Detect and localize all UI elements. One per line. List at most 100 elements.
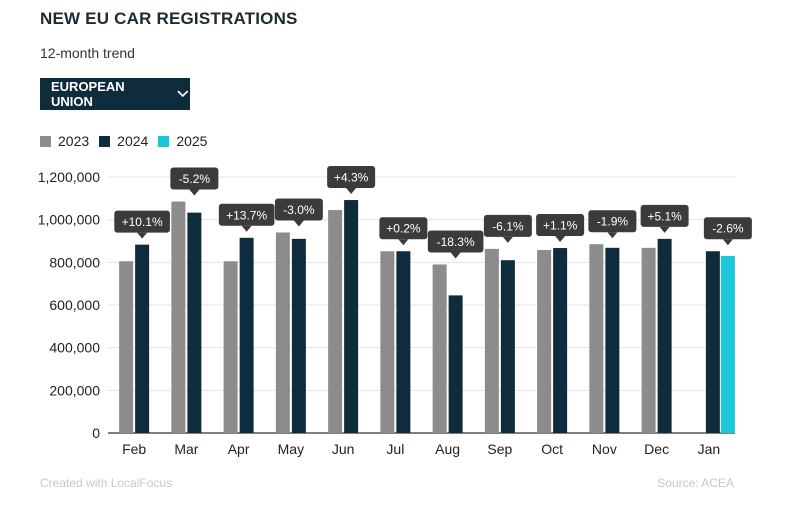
change-label-text: -18.3% xyxy=(437,235,475,249)
legend-item-2023[interactable]: 2023 xyxy=(40,133,89,149)
bar-dec-2023 xyxy=(641,247,656,433)
change-label-pointer xyxy=(346,188,357,195)
change-label-text: -3.0% xyxy=(283,203,315,217)
change-label-box xyxy=(427,230,484,253)
change-label-pointer xyxy=(659,226,670,233)
bar-jan-2024 xyxy=(705,251,720,433)
x-tick-label: Jan xyxy=(698,441,721,457)
region-dropdown-label: EUROPEAN UNION xyxy=(51,79,125,109)
bar-may-2024 xyxy=(291,238,306,433)
change-label-box xyxy=(588,210,637,233)
x-tick-label: May xyxy=(278,441,304,457)
change-label-may: -3.0% xyxy=(274,198,323,227)
change-label-text: +4.3% xyxy=(334,171,369,185)
change-label-box xyxy=(218,203,275,226)
bar-feb-2023 xyxy=(119,261,134,433)
change-label-jan: -2.6% xyxy=(703,217,752,246)
bar-feb-2024 xyxy=(135,244,150,433)
y-tick-label: 1,200,000 xyxy=(38,169,100,185)
legend-swatch-2025 xyxy=(158,135,170,147)
change-label-pointer xyxy=(137,232,148,239)
x-tick-label: Jul xyxy=(386,441,404,457)
bar-mar-2024 xyxy=(187,212,202,433)
change-label-text: -1.9% xyxy=(597,215,629,229)
change-label-pointer xyxy=(555,236,566,243)
legend-swatch-2023 xyxy=(40,135,51,147)
change-label-box xyxy=(170,167,219,190)
change-label-pointer xyxy=(722,239,733,246)
region-dropdown[interactable]: EUROPEAN UNION xyxy=(40,78,190,110)
change-label-text: +1.1% xyxy=(543,219,578,233)
bar-sep-2023 xyxy=(484,248,499,433)
chevron-down-icon xyxy=(177,90,189,98)
bar-aug-2024 xyxy=(448,295,463,433)
change-label-box xyxy=(327,166,376,189)
change-label-mar: -5.2% xyxy=(170,167,219,196)
change-label-nov: -1.9% xyxy=(588,210,637,239)
legend-label-2023: 2023 xyxy=(58,133,90,149)
bar-jul-2023 xyxy=(380,251,395,433)
bar-oct-2024 xyxy=(553,248,568,433)
change-label-box xyxy=(274,198,323,221)
change-label-jun: +4.3% xyxy=(327,166,376,195)
change-label-text: -5.2% xyxy=(179,172,211,186)
source-text: Source: ACEA xyxy=(657,476,734,490)
x-tick-label: Jun xyxy=(332,441,355,457)
bar-dec-2024 xyxy=(657,238,672,433)
bar-jan-2025 xyxy=(720,255,735,433)
chart-title: NEW EU CAR REGISTRATIONS xyxy=(40,9,298,28)
bar-nov-2024 xyxy=(605,247,620,433)
bar-sep-2024 xyxy=(500,260,515,433)
bar-apr-2023 xyxy=(223,261,238,433)
bar-jul-2024 xyxy=(396,251,411,433)
change-label-pointer xyxy=(293,220,304,227)
bar-oct-2023 xyxy=(537,249,552,433)
change-label-box xyxy=(703,217,752,240)
x-tick-label: Nov xyxy=(592,441,617,457)
y-tick-label: 0 xyxy=(92,425,100,441)
change-label-box xyxy=(114,210,170,233)
change-label-pointer xyxy=(607,232,618,239)
y-tick-label: 200,000 xyxy=(49,382,100,398)
change-label-box xyxy=(483,214,532,237)
change-label-box xyxy=(536,214,585,237)
x-tick-label: Mar xyxy=(174,441,198,457)
change-label-text: +0.2% xyxy=(386,222,421,236)
bar-jun-2023 xyxy=(328,210,343,433)
change-label-oct: +1.1% xyxy=(536,214,585,243)
change-label-box xyxy=(379,217,428,240)
credit-text: Created with LocalFocus xyxy=(40,476,173,490)
change-label-jul: +0.2% xyxy=(379,217,428,246)
chart-legend: 2023 2024 2025 xyxy=(40,133,217,149)
x-tick-label: Feb xyxy=(122,441,146,457)
x-tick-label: Oct xyxy=(541,441,563,457)
legend-item-2024[interactable]: 2024 xyxy=(99,133,148,149)
y-tick-label: 800,000 xyxy=(49,254,100,270)
legend-label-2024: 2024 xyxy=(117,133,149,149)
change-label-text: +5.1% xyxy=(647,209,682,223)
x-tick-label: Apr xyxy=(228,441,250,457)
y-tick-label: 1,000,000 xyxy=(38,212,100,228)
bar-mar-2023 xyxy=(171,201,186,433)
change-label-pointer xyxy=(398,239,409,246)
bar-apr-2024 xyxy=(239,237,254,433)
y-tick-label: 400,000 xyxy=(49,340,100,356)
x-tick-label: Aug xyxy=(435,441,460,457)
change-label-text: -2.6% xyxy=(712,222,744,236)
bar-aug-2023 xyxy=(432,264,447,433)
x-tick-label: Dec xyxy=(644,441,669,457)
bar-may-2023 xyxy=(275,232,290,433)
legend-swatch-2024 xyxy=(99,135,111,147)
x-tick-label: Sep xyxy=(487,441,512,457)
y-tick-label: 600,000 xyxy=(49,297,100,313)
bar-nov-2023 xyxy=(589,244,604,433)
legend-label-2025: 2025 xyxy=(176,133,208,149)
change-label-box xyxy=(640,204,689,227)
bar-jun-2024 xyxy=(344,200,359,433)
legend-item-2025[interactable]: 2025 xyxy=(158,133,207,149)
change-label-pointer xyxy=(450,252,461,259)
change-label-pointer xyxy=(241,225,252,232)
change-label-pointer xyxy=(502,236,513,243)
change-label-aug: -18.3% xyxy=(427,230,484,259)
